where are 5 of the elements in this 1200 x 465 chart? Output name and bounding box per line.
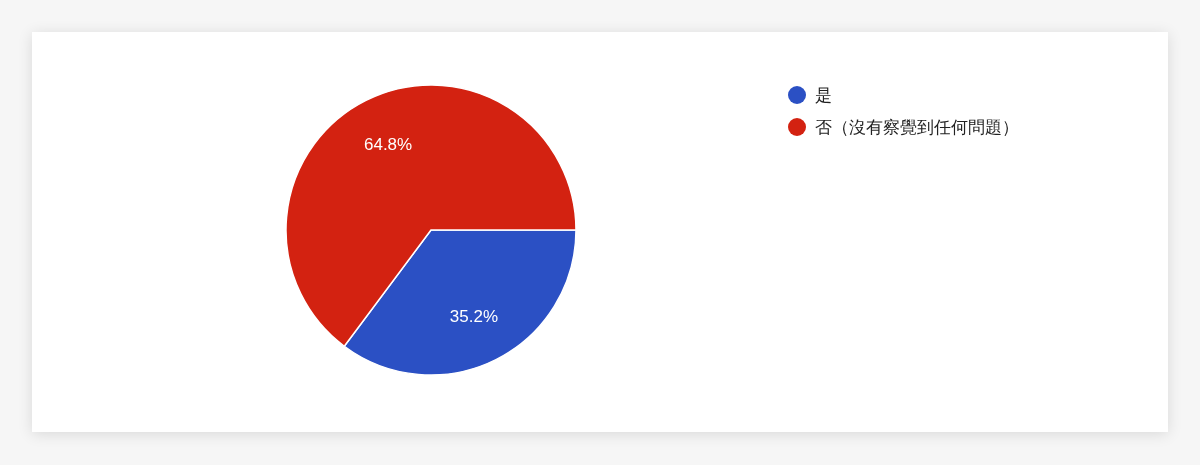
pie: 35.2% 64.8% [285, 84, 577, 376]
data-label: 35.2% [449, 306, 499, 326]
legend-label: 是 [815, 85, 832, 105]
data-label: 64.8% [363, 135, 413, 155]
legend-label: 否（沒有察覺到任何問題） [815, 117, 1019, 137]
